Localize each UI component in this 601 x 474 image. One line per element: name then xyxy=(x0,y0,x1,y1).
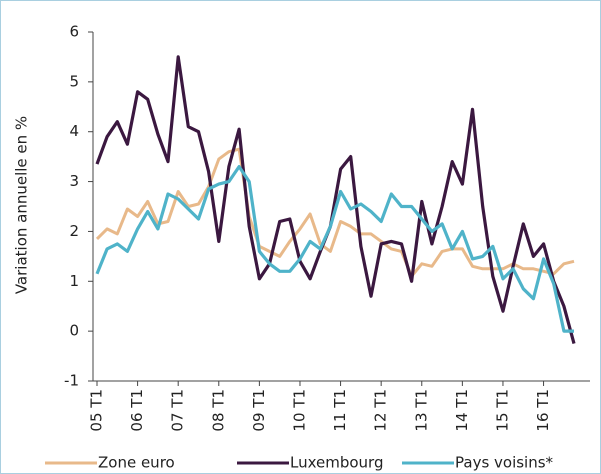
y-tick-label: 1 xyxy=(69,272,79,290)
series-line xyxy=(95,165,574,333)
y-tick-label: -1 xyxy=(64,372,79,390)
x-tick-label: 05 T1 xyxy=(88,389,106,432)
y-tick-label: 2 xyxy=(69,222,79,240)
x-tick-label: 08 T1 xyxy=(209,389,227,432)
x-tick-label: 09 T1 xyxy=(250,389,268,432)
x-tick-label: 15 T1 xyxy=(493,389,511,432)
y-axis-label: Variation annuelle en % xyxy=(13,116,31,294)
x-tick-label: 06 T1 xyxy=(128,389,146,432)
x-tick-label: 07 T1 xyxy=(169,389,187,432)
legend-label: Luxembourg xyxy=(290,454,384,472)
y-tick-label: 5 xyxy=(69,72,79,90)
series-line xyxy=(95,55,576,345)
y-tick-label: 0 xyxy=(69,322,79,340)
x-tick-label: 13 T1 xyxy=(412,389,430,432)
x-tick-label: 11 T1 xyxy=(331,389,349,432)
x-tick-label: 14 T1 xyxy=(453,389,471,432)
y-tick-label: 3 xyxy=(69,172,79,190)
legend-label: Zone euro xyxy=(98,454,175,472)
x-tick-label: 12 T1 xyxy=(372,389,390,432)
y-tick-label: 6 xyxy=(69,23,79,41)
x-tick-label: 16 T1 xyxy=(534,389,552,432)
x-tick-label: 10 T1 xyxy=(290,389,308,432)
legend-label: Pays voisins* xyxy=(455,454,554,472)
y-tick-label: 4 xyxy=(69,122,79,140)
